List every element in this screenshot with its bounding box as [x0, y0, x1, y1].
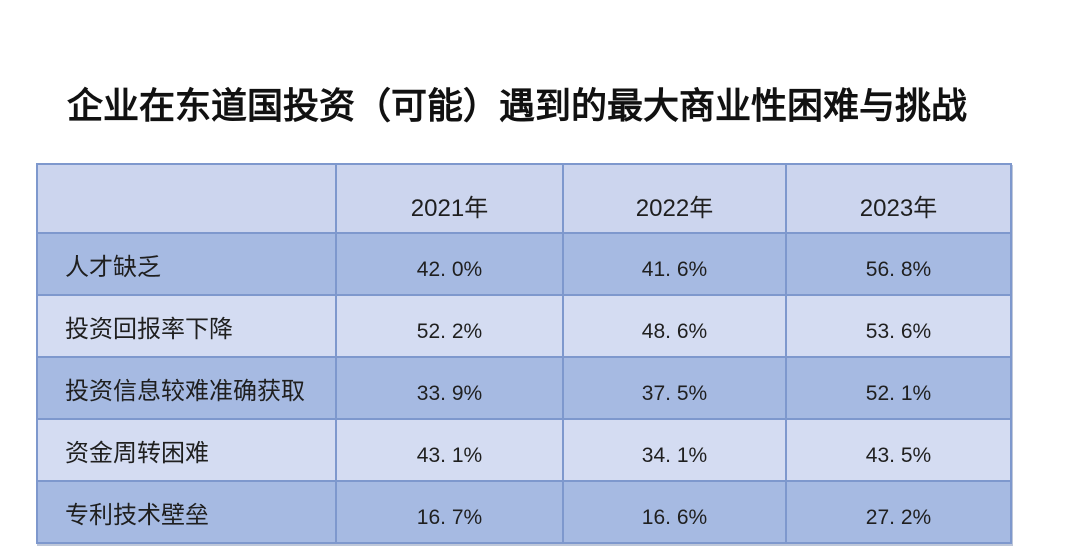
table-row-cash-flow: 资金周转困难 43. 1% 34. 1% 43. 5%: [36, 418, 1012, 482]
header-cell-2022: 2022年: [562, 163, 787, 234]
cell-value: 56. 8%: [785, 232, 1012, 296]
cell-value: 34. 1%: [562, 418, 787, 482]
table-header-row: 2021年 2022年 2023年: [36, 163, 1012, 234]
row-label: 投资信息较难准确获取: [36, 356, 337, 420]
page-title: 企业在东道国投资（可能）遇到的最大商业性困难与挑战: [67, 86, 968, 126]
row-label: 专利技术壁垒: [36, 480, 337, 544]
cell-value: 42. 0%: [335, 232, 564, 296]
table-row-talent-shortage: 人才缺乏 42. 0% 41. 6% 56. 8%: [36, 232, 1012, 296]
header-cell-2021: 2021年: [335, 163, 564, 234]
cell-value: 53. 6%: [785, 294, 1012, 358]
investment-difficulties-table: 2021年 2022年 2023年 人才缺乏 42. 0% 41. 6% 56.…: [36, 163, 1012, 544]
cell-value: 33. 9%: [335, 356, 564, 420]
table-row-roi-decline: 投资回报率下降 52. 2% 48. 6% 53. 6%: [36, 294, 1012, 358]
header-cell-empty: [36, 163, 337, 234]
row-label: 人才缺乏: [36, 232, 337, 296]
cell-value: 37. 5%: [562, 356, 787, 420]
cell-value: 16. 7%: [335, 480, 564, 544]
table-row-info-access: 投资信息较难准确获取 33. 9% 37. 5% 52. 1%: [36, 356, 1012, 420]
cell-value: 48. 6%: [562, 294, 787, 358]
row-label: 投资回报率下降: [36, 294, 337, 358]
cell-value: 27. 2%: [785, 480, 1012, 544]
cell-value: 43. 5%: [785, 418, 1012, 482]
cell-value: 52. 2%: [335, 294, 564, 358]
header-cell-2023: 2023年: [785, 163, 1012, 234]
cell-value: 52. 1%: [785, 356, 1012, 420]
table-row-patent-barrier: 专利技术壁垒 16. 7% 16. 6% 27. 2%: [36, 480, 1012, 544]
cell-value: 43. 1%: [335, 418, 564, 482]
row-label: 资金周转困难: [36, 418, 337, 482]
cell-value: 41. 6%: [562, 232, 787, 296]
cell-value: 16. 6%: [562, 480, 787, 544]
